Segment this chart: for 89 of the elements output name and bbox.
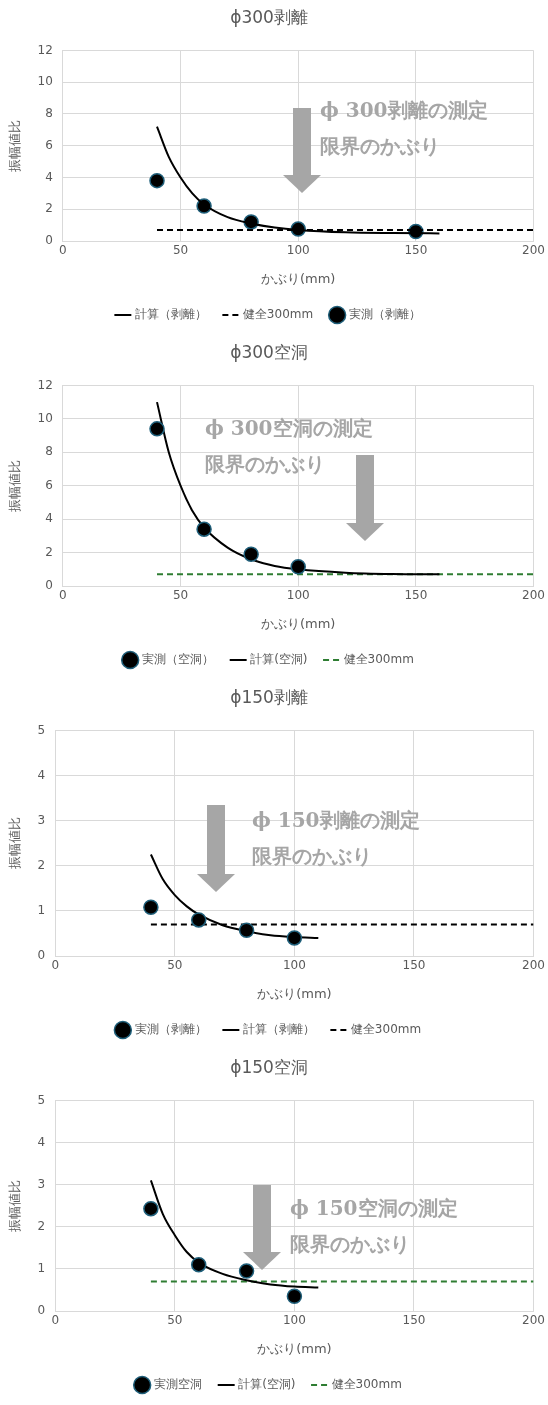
x-axis-title: かぶり(mm) <box>257 985 332 1001</box>
legend-label: 健全300mm <box>331 1377 402 1392</box>
point <box>286 1288 303 1305</box>
x-tick-label: 0 <box>59 588 67 603</box>
legend-label: 計算(空洞) <box>238 1377 296 1392</box>
x-axis-title: かぶり(mm) <box>260 270 336 286</box>
chart-title: ϕ150空洞 <box>230 1056 308 1077</box>
x-tick-label: 100 <box>282 1313 306 1328</box>
annotation: ϕ 150剥離の測定 <box>252 807 420 834</box>
x-tick-label: 100 <box>286 243 310 258</box>
y-tick-label: 5 <box>37 1092 46 1107</box>
x-tick-label: 150 <box>402 958 426 973</box>
y-tick-label: 0 <box>45 578 53 593</box>
x-tick-label: 150 <box>404 243 428 258</box>
y-tick-label: 4 <box>37 767 46 782</box>
y-tick-label: 6 <box>45 137 53 152</box>
y-tick-label: 4 <box>37 1134 46 1149</box>
annotation: 限界のかぶり <box>290 1231 411 1258</box>
y-tick-label: 0 <box>37 948 46 963</box>
x-tick-label: 100 <box>282 958 306 973</box>
y-tick-label: 3 <box>37 812 46 827</box>
annotation: ϕ 300剥離の測定 <box>320 97 488 124</box>
x-tick-label: 50 <box>172 588 189 603</box>
y-tick-label: 3 <box>37 1176 46 1191</box>
point <box>149 421 165 437</box>
legend-label: 計算（剥離） <box>134 307 207 322</box>
x-tick-label: 200 <box>522 243 545 258</box>
chart-title: ϕ300空洞 <box>230 341 308 362</box>
x-tick-label: 50 <box>167 1313 183 1328</box>
point <box>243 546 259 562</box>
point <box>190 1256 207 1273</box>
chart-title: ϕ150剥離 <box>230 686 308 707</box>
y-tick-label: 2 <box>45 201 53 216</box>
legend-label: 実測空洞 <box>154 1377 203 1392</box>
annotation: ϕ 300空洞の測定 <box>205 415 373 442</box>
y-tick-label: 0 <box>45 233 53 248</box>
legend-label: 健全300mm <box>242 307 314 322</box>
y-tick-label: 4 <box>45 511 53 526</box>
x-tick-label: 200 <box>522 588 545 603</box>
x-tick-label: 100 <box>286 588 310 603</box>
x-tick-label: 50 <box>167 958 183 973</box>
y-tick-label: 5 <box>37 722 46 737</box>
x-tick-label: 200 <box>522 1313 545 1328</box>
point <box>143 899 159 916</box>
x-tick-label: 150 <box>402 1313 426 1328</box>
y-tick-label: 10 <box>37 74 53 89</box>
point <box>238 922 255 939</box>
chart-title: ϕ300剥離 <box>230 6 308 27</box>
x-tick-label: 50 <box>172 243 189 258</box>
y-tick-label: 0 <box>37 1303 46 1318</box>
legend-label: 健全300mm <box>343 652 414 667</box>
legend-label: 実測（剥離） <box>134 1022 207 1037</box>
point <box>190 912 207 928</box>
y-tick-label: 4 <box>45 169 53 184</box>
x-tick-label: 0 <box>59 243 67 258</box>
y-axis-title: 振幅値比 <box>7 459 23 512</box>
y-tick-label: 2 <box>37 1218 46 1233</box>
point <box>143 1200 159 1217</box>
legend-label: 健全300mm <box>350 1022 422 1037</box>
y-axis-title: 振幅値比 <box>7 817 23 870</box>
y-tick-label: 1 <box>37 903 46 918</box>
legend-label: 実測（空洞） <box>142 652 215 667</box>
y-tick-label: 10 <box>37 410 53 425</box>
point <box>149 172 165 189</box>
y-axis-title: 振幅値比 <box>7 119 23 172</box>
legend-label: 計算(空洞) <box>250 652 308 667</box>
y-tick-label: 8 <box>45 106 53 121</box>
y-tick-label: 2 <box>45 544 53 559</box>
x-tick-label: 200 <box>522 958 545 973</box>
y-tick-label: 12 <box>37 42 53 57</box>
y-tick-label: 1 <box>37 1261 46 1276</box>
y-axis-title: 振幅値比 <box>7 1179 23 1232</box>
legend-label: 計算（剥離） <box>242 1022 315 1037</box>
annotation: 限界のかぶり <box>320 133 441 160</box>
point <box>196 521 212 537</box>
x-axis-title: かぶり(mm) <box>260 615 336 631</box>
annotation: ϕ 150空洞の測定 <box>290 1195 458 1222</box>
y-tick-label: 6 <box>45 477 53 492</box>
x-tick-label: 150 <box>404 588 428 603</box>
annotation: 限界のかぶり <box>205 451 326 478</box>
y-tick-label: 12 <box>37 377 53 392</box>
point <box>286 930 303 946</box>
point <box>238 1263 255 1279</box>
point <box>290 559 306 575</box>
legend-label: 実測（剥離） <box>349 307 422 322</box>
y-tick-label: 8 <box>45 444 53 459</box>
annotation: 限界のかぶり <box>252 843 373 870</box>
y-tick-label: 2 <box>37 857 46 872</box>
x-axis-title: かぶり(mm) <box>257 1340 332 1356</box>
